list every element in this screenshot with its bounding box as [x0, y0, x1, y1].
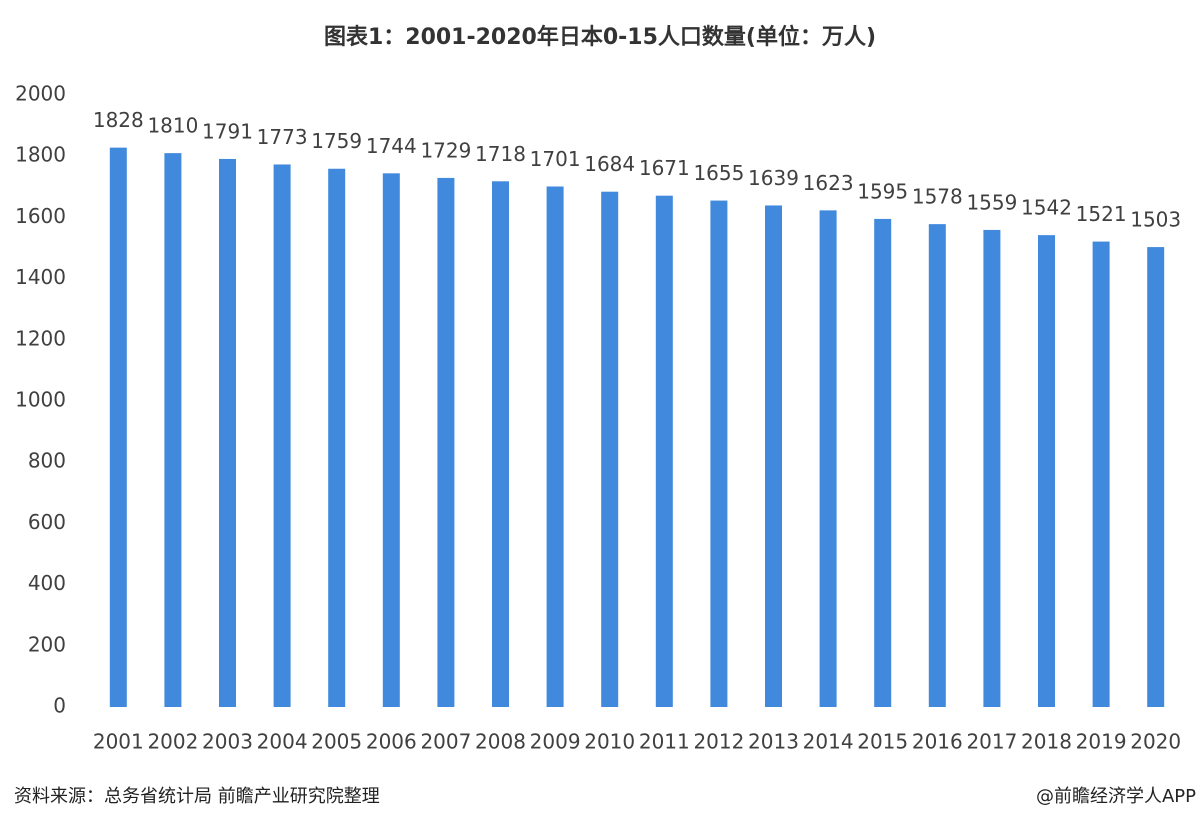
y-tick-label: 2000 — [15, 82, 66, 106]
y-tick-label: 1800 — [15, 143, 66, 167]
bar — [601, 191, 619, 708]
data-label: 1559 — [966, 190, 1017, 214]
bar — [382, 173, 400, 707]
data-label: 1595 — [857, 179, 908, 203]
bar — [219, 158, 236, 708]
x-tick-label: 2015 — [857, 730, 908, 754]
x-tick-label: 2003 — [202, 730, 253, 754]
data-label: 1744 — [366, 134, 417, 158]
data-label: 1718 — [475, 142, 526, 166]
bar — [819, 210, 837, 707]
data-label: 1773 — [257, 125, 308, 149]
data-label: 1655 — [693, 161, 744, 185]
data-label: 1684 — [584, 152, 635, 176]
x-tick-label: 2009 — [530, 730, 581, 754]
source-note: 资料来源：总务省统计局 前瞻产业研究院整理 — [14, 786, 380, 807]
x-tick-label: 2004 — [257, 730, 308, 754]
y-tick-label: 1400 — [15, 265, 66, 289]
y-tick-label: 0 — [53, 694, 66, 718]
bar — [1092, 241, 1110, 707]
bar — [874, 218, 892, 707]
x-tick-label: 2005 — [311, 730, 362, 754]
data-label: 1671 — [639, 156, 690, 180]
data-label: 1701 — [530, 147, 581, 171]
bar — [164, 153, 182, 707]
data-label: 1503 — [1130, 208, 1181, 232]
x-tick-label: 2020 — [1130, 730, 1181, 754]
data-label: 1729 — [420, 138, 471, 162]
data-label: 1578 — [912, 185, 963, 209]
y-tick-label: 200 — [28, 632, 66, 656]
bar — [273, 164, 291, 707]
bar — [492, 181, 509, 708]
bar — [546, 186, 564, 707]
data-label: 1521 — [1076, 202, 1127, 226]
bar — [983, 229, 1001, 708]
bar — [328, 168, 346, 708]
y-tick-label: 800 — [28, 449, 66, 473]
data-label: 1791 — [202, 119, 253, 143]
bar — [928, 224, 946, 707]
bar — [1147, 247, 1165, 707]
x-tick-label: 2019 — [1076, 730, 1127, 754]
y-tick-label: 1200 — [15, 326, 66, 350]
x-tick-label: 2002 — [147, 730, 198, 754]
y-tick-label: 600 — [28, 510, 66, 534]
x-tick-label: 2006 — [366, 730, 417, 754]
data-label: 1810 — [147, 114, 198, 138]
x-tick-label: 2013 — [748, 730, 799, 754]
x-tick-label: 2016 — [912, 730, 963, 754]
x-tick-label: 2001 — [93, 730, 144, 754]
credit: @前瞻经济学人APP — [1036, 786, 1196, 807]
bar — [710, 200, 728, 707]
bar — [655, 195, 673, 707]
y-tick-label: 1600 — [15, 204, 66, 228]
y-tick-label: 400 — [28, 571, 66, 595]
x-tick-label: 2014 — [803, 730, 854, 754]
bar — [765, 205, 782, 707]
bar — [437, 177, 455, 707]
bar — [1038, 235, 1055, 707]
chart-title: 图表1：2001-2020年日本0-15人口数量(单位：万人) — [324, 24, 876, 50]
x-tick-label: 2008 — [475, 730, 526, 754]
y-tick-label: 1000 — [15, 388, 66, 412]
x-tick-label: 2010 — [584, 730, 635, 754]
x-tick-label: 2011 — [639, 730, 690, 754]
data-label: 1542 — [1021, 196, 1072, 220]
x-tick-label: 2007 — [420, 730, 471, 754]
x-tick-label: 2018 — [1021, 730, 1072, 754]
bar — [109, 147, 127, 707]
data-label: 1623 — [803, 171, 854, 195]
data-label: 1759 — [311, 129, 362, 153]
data-label: 1828 — [93, 108, 144, 132]
data-label: 1639 — [748, 166, 799, 190]
x-tick-label: 2017 — [966, 730, 1017, 754]
x-tick-label: 2012 — [693, 730, 744, 754]
